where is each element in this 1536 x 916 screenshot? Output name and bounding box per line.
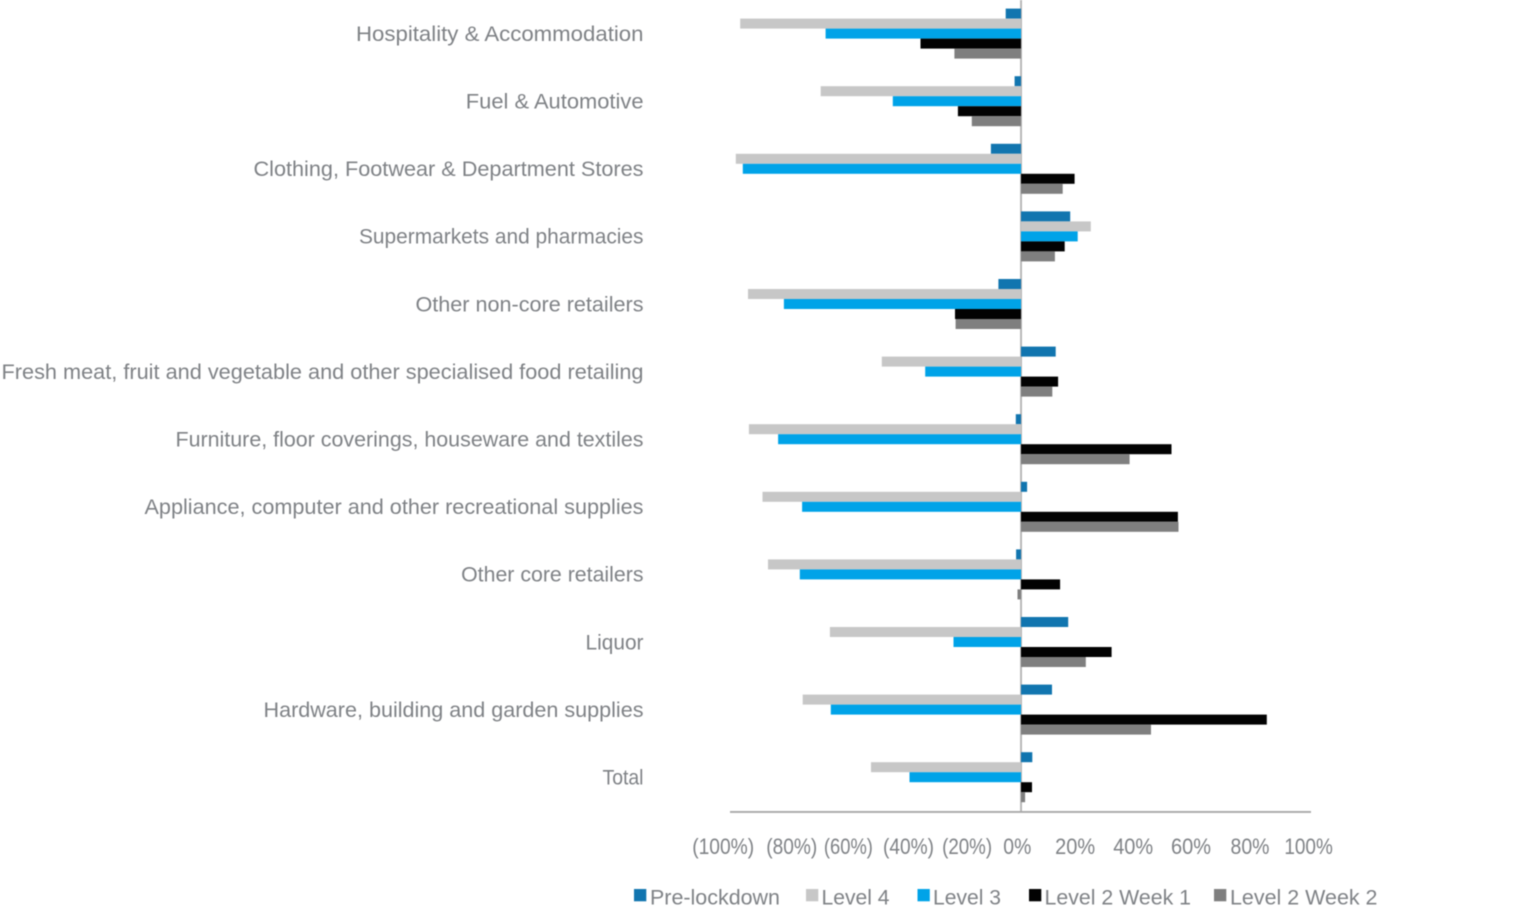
- svg-text:Total: Total: [603, 767, 644, 790]
- svg-text:Liquor: Liquor: [586, 631, 644, 654]
- svg-text:20%: 20%: [1055, 834, 1095, 859]
- svg-text:80%: 80%: [1231, 834, 1270, 859]
- svg-text:Level 4: Level 4: [822, 887, 890, 910]
- svg-text:(100%): (100%): [692, 834, 754, 859]
- svg-text:Level 3: Level 3: [933, 887, 1001, 910]
- svg-text:Appliance, computer and other: Appliance, computer and other recreation…: [145, 496, 644, 519]
- svg-text:Fresh meat, fruit and vegetabl: Fresh meat, fruit and vegetable and othe…: [2, 361, 644, 384]
- svg-text:Hospitality & Accommodation: Hospitality & Accommodation: [356, 23, 644, 46]
- svg-text:Other core retailers: Other core retailers: [461, 564, 643, 587]
- svg-text:Clothing, Footwear & Departmen: Clothing, Footwear & Department Stores: [254, 158, 644, 181]
- svg-text:(80%): (80%): [766, 834, 817, 859]
- svg-text:Pre-lockdown: Pre-lockdown: [650, 887, 780, 910]
- svg-text:Fuel & Automotive: Fuel & Automotive: [466, 91, 644, 114]
- svg-text:Supermarkets and pharmacies: Supermarkets and pharmacies: [359, 226, 644, 249]
- svg-text:100%: 100%: [1284, 834, 1333, 859]
- svg-text:60%: 60%: [1171, 834, 1211, 859]
- svg-text:Hardware, building and garden: Hardware, building and garden supplies: [264, 699, 644, 722]
- svg-text:(60%): (60%): [824, 834, 873, 859]
- svg-text:Level 2 Week 1: Level 2 Week 1: [1045, 887, 1192, 910]
- svg-text:Level 2 Week 2: Level 2 Week 2: [1230, 887, 1378, 910]
- svg-text:Furniture, floor coverings, ho: Furniture, floor coverings, houseware an…: [176, 429, 644, 452]
- svg-text:Other non-core retailers: Other non-core retailers: [416, 293, 644, 316]
- svg-text:(20%): (20%): [942, 834, 992, 859]
- svg-text:40%: 40%: [1113, 834, 1153, 859]
- svg-text:(40%): (40%): [883, 834, 934, 859]
- svg-text:0%: 0%: [1003, 834, 1031, 859]
